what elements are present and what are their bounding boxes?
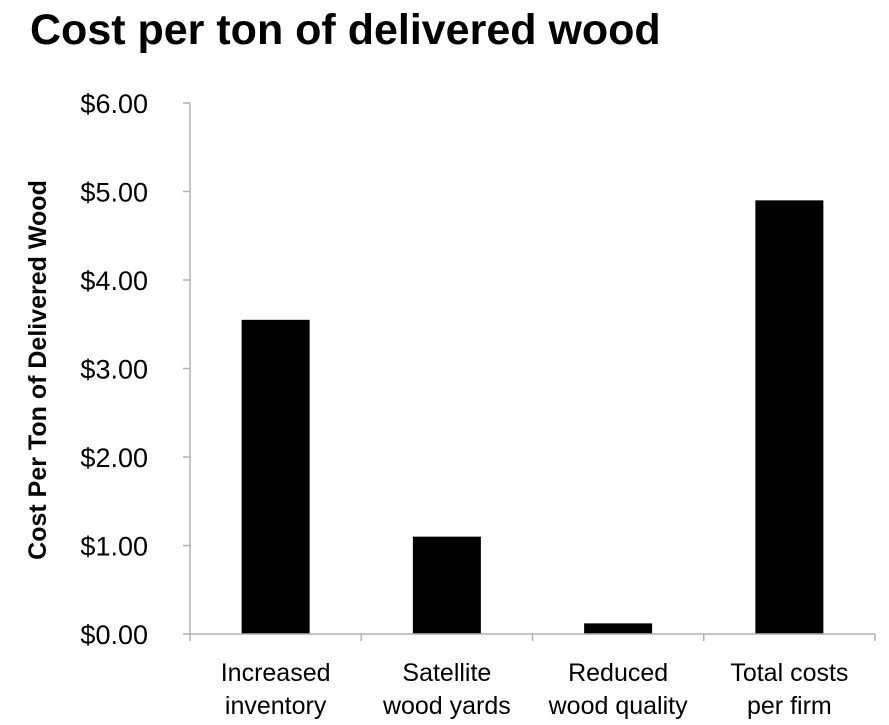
bar — [755, 200, 824, 634]
axes — [189, 103, 876, 641]
bar — [584, 623, 653, 634]
x-tick-label: Reduced wood quality — [548, 659, 688, 720]
chart-title: Cost per ton of delivered wood — [30, 6, 661, 54]
y-axis-ticks: $0.00 $1.00 $2.00 $3.00 $4.00 $5.00 $6.00 — [80, 89, 190, 650]
bar — [241, 319, 310, 634]
x-axis-labels: Increased inventory Satellite wood yards Red… — [221, 659, 849, 720]
y-tick-label: $2.00 — [80, 443, 148, 473]
y-tick-label: $0.00 — [80, 620, 148, 650]
y-tick-label: $3.00 — [80, 355, 148, 385]
y-tick-label: $5.00 — [80, 178, 148, 208]
x-tick-label: Satellite wood yards — [382, 659, 511, 720]
y-tick-label: $1.00 — [80, 532, 148, 562]
y-tick-label: $4.00 — [80, 266, 148, 296]
x-tick-label: Increased inventory — [221, 659, 331, 720]
x-tick-label: Total costs per firm — [730, 659, 848, 720]
y-axis-label: Cost Per Ton of Delivered Wood — [24, 180, 52, 560]
bars — [241, 200, 824, 634]
y-tick-label: $6.00 — [80, 89, 148, 119]
bar — [412, 536, 481, 634]
